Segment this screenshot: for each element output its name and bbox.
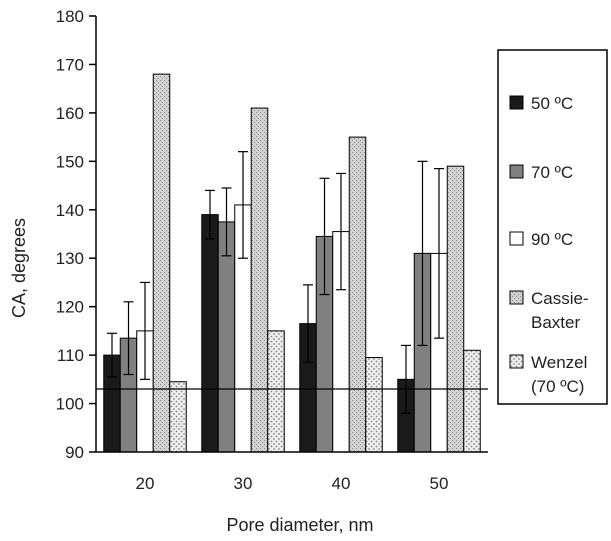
bar-cassie-baxter-30 [250,107,269,453]
bar-cassie-baxter-50 [446,165,465,453]
bar-70-c-30 [217,221,236,453]
error-bars-layer [107,151,444,414]
x-axis-title: Pore diameter, nm [226,515,373,535]
error-bar-50-c-20 [107,332,117,378]
error-bar-70-c-20 [123,301,134,376]
bar-50-c-30 [201,214,219,453]
legend-label-70c: 70 ºC [531,163,573,182]
bar-wenzel-70-c--20 [169,381,187,453]
legend-swatch-90c [509,231,524,246]
y-tick-label: 100 [56,395,84,414]
error-bar-70-c-40 [319,177,330,296]
y-tick-label: 140 [56,201,84,220]
error-bar-90-c-20 [140,281,150,380]
y-tick-label: 90 [65,443,84,462]
legend: 50 ºC 70 ºC 90 ºC Cassie- Baxter Wenzel … [497,49,608,405]
x-tick-label: 40 [332,474,351,493]
legend-label-90c: 90 ºC [531,230,573,249]
y-tick-label: 110 [57,346,84,365]
y-axis-title: CA, degrees [9,218,29,318]
y-tick-label: 160 [56,104,84,123]
bars-layer [103,73,481,453]
bar-cassie-baxter-40 [348,136,367,453]
x-tick-label: 20 [136,474,155,493]
bar-wenzel-70-c--50 [463,349,481,453]
error-bar-50-c-50 [401,344,411,414]
error-bar-90-c-40 [336,172,346,291]
bar-wenzel-70-c--30 [267,330,285,453]
axes-layer: 90 100 110 120 130 140 150 160 170 180 20 30 40 50 [56,7,488,493]
error-bar-90-c-50 [434,168,444,339]
error-bar-50-c-40 [303,284,313,363]
y-tick-label: 150 [56,152,84,171]
y-tick-label: 120 [56,298,84,317]
bar-cassie-baxter-20 [152,73,171,453]
legend-label-cassie-line1: Cassie- [531,289,589,308]
legend-label-wenzel-line2: (70 ºC) [531,377,584,396]
legend-label-wenzel-line1: Wenzel [531,353,587,372]
error-bar-50-c-30 [205,189,215,240]
x-tick-label: 30 [234,474,253,493]
y-tick-label: 130 [56,249,84,268]
error-bar-90-c-30 [238,151,248,259]
error-bar-70-c-30 [221,187,232,257]
legend-swatch-cassie [509,290,524,305]
legend-label-50c: 50 ºC [531,94,573,113]
y-tick-label: 180 [56,7,84,26]
x-tick-label: 50 [430,474,449,493]
legend-swatch-wenzel [509,354,524,369]
legend-label-cassie-line2: Baxter [531,313,580,332]
y-tick-label: 170 [56,55,84,74]
error-bar-70-c-50 [417,160,428,347]
bar-wenzel-70-c--40 [365,357,383,453]
legend-swatch-50c [509,95,524,110]
legend-swatch-70c [509,164,524,179]
